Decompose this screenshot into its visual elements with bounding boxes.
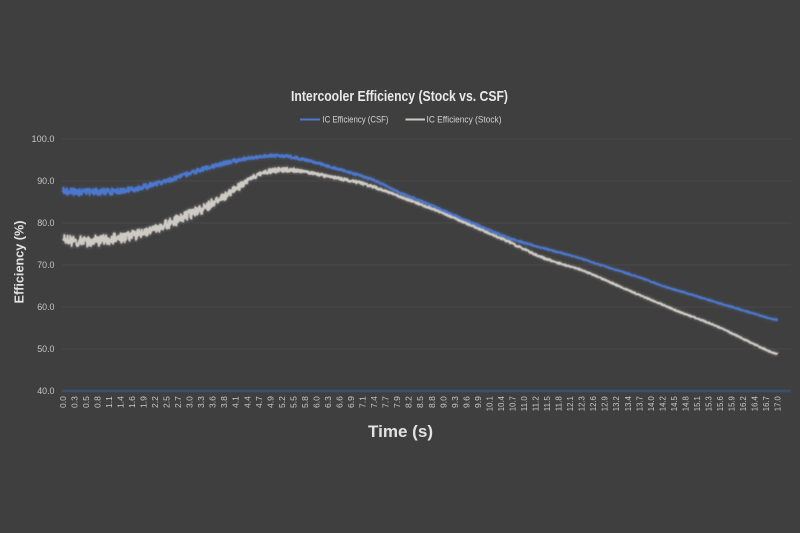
svg-text:90.0: 90.0 bbox=[37, 176, 54, 187]
svg-text:80.0: 80.0 bbox=[37, 218, 54, 229]
svg-text:0.5: 0.5 bbox=[82, 396, 91, 408]
svg-text:13.4: 13.4 bbox=[624, 396, 633, 411]
svg-text:70.0: 70.0 bbox=[37, 260, 54, 271]
svg-text:0.0: 0.0 bbox=[59, 396, 68, 408]
svg-text:IC Efficiency (CSF): IC Efficiency (CSF) bbox=[323, 115, 389, 125]
svg-text:4.1: 4.1 bbox=[232, 396, 241, 408]
svg-text:6.3: 6.3 bbox=[324, 396, 333, 408]
svg-text:15.3: 15.3 bbox=[705, 396, 714, 411]
svg-text:100.0: 100.0 bbox=[32, 134, 55, 145]
svg-text:60.0: 60.0 bbox=[37, 302, 54, 313]
svg-text:14.2: 14.2 bbox=[658, 396, 667, 411]
svg-text:1.6: 1.6 bbox=[128, 396, 137, 408]
svg-text:16.2: 16.2 bbox=[739, 396, 748, 411]
svg-text:13.7: 13.7 bbox=[635, 396, 644, 411]
svg-text:2.7: 2.7 bbox=[174, 396, 183, 408]
svg-text:4.4: 4.4 bbox=[243, 396, 252, 408]
svg-text:Efficiency (%): Efficiency (%) bbox=[12, 221, 27, 304]
svg-text:6.6: 6.6 bbox=[336, 396, 345, 408]
svg-text:40.0: 40.0 bbox=[37, 386, 54, 397]
svg-text:14.5: 14.5 bbox=[670, 396, 679, 411]
svg-text:16.7: 16.7 bbox=[762, 396, 771, 411]
svg-text:15.6: 15.6 bbox=[716, 396, 725, 411]
svg-text:8.5: 8.5 bbox=[416, 396, 425, 408]
svg-text:5.2: 5.2 bbox=[278, 396, 287, 408]
svg-text:12.6: 12.6 bbox=[589, 396, 598, 411]
svg-text:15.9: 15.9 bbox=[728, 396, 737, 411]
svg-text:17.0: 17.0 bbox=[774, 396, 783, 411]
svg-text:10.1: 10.1 bbox=[485, 396, 494, 411]
svg-text:9.6: 9.6 bbox=[462, 396, 471, 408]
svg-text:7.4: 7.4 bbox=[370, 396, 379, 408]
svg-text:11.8: 11.8 bbox=[555, 396, 564, 411]
svg-text:8.8: 8.8 bbox=[428, 396, 437, 408]
svg-text:5.8: 5.8 bbox=[301, 396, 310, 408]
svg-text:10.7: 10.7 bbox=[509, 396, 518, 411]
svg-text:12.3: 12.3 bbox=[578, 396, 587, 411]
svg-text:2.2: 2.2 bbox=[151, 396, 160, 408]
svg-text:6.9: 6.9 bbox=[347, 396, 356, 408]
svg-text:4.7: 4.7 bbox=[255, 396, 264, 408]
svg-text:4.9: 4.9 bbox=[266, 396, 275, 408]
svg-text:0.8: 0.8 bbox=[93, 396, 102, 408]
svg-text:7.1: 7.1 bbox=[359, 396, 368, 408]
svg-text:9.9: 9.9 bbox=[474, 396, 483, 408]
svg-text:1.9: 1.9 bbox=[140, 396, 149, 408]
svg-text:10.4: 10.4 bbox=[497, 396, 506, 411]
svg-text:8.2: 8.2 bbox=[405, 396, 414, 408]
svg-text:Time (s): Time (s) bbox=[368, 422, 433, 441]
svg-text:1.1: 1.1 bbox=[105, 396, 114, 408]
svg-text:Intercooler Efficiency (Stock: Intercooler Efficiency (Stock vs. CSF) bbox=[291, 88, 508, 105]
svg-text:0.3: 0.3 bbox=[70, 396, 79, 408]
svg-text:3.6: 3.6 bbox=[209, 396, 218, 408]
svg-text:11.2: 11.2 bbox=[532, 396, 541, 411]
svg-text:11.5: 11.5 bbox=[543, 396, 552, 411]
svg-text:13.2: 13.2 bbox=[612, 396, 621, 411]
svg-text:2.5: 2.5 bbox=[163, 396, 172, 408]
svg-text:12.1: 12.1 bbox=[566, 396, 575, 411]
svg-text:14.8: 14.8 bbox=[681, 396, 690, 411]
svg-text:12.9: 12.9 bbox=[601, 396, 610, 411]
svg-text:7.9: 7.9 bbox=[393, 396, 402, 408]
svg-text:6.0: 6.0 bbox=[313, 396, 322, 408]
svg-text:5.5: 5.5 bbox=[289, 396, 298, 408]
svg-text:16.4: 16.4 bbox=[751, 396, 760, 411]
svg-text:50.0: 50.0 bbox=[37, 344, 54, 355]
svg-text:14.0: 14.0 bbox=[647, 396, 656, 411]
svg-text:3.3: 3.3 bbox=[197, 396, 206, 408]
svg-text:9.0: 9.0 bbox=[439, 396, 448, 408]
svg-text:7.7: 7.7 bbox=[382, 396, 391, 408]
svg-text:1.4: 1.4 bbox=[117, 396, 126, 408]
svg-text:3.8: 3.8 bbox=[220, 396, 229, 408]
svg-text:9.3: 9.3 bbox=[451, 396, 460, 408]
svg-text:15.1: 15.1 bbox=[693, 396, 702, 411]
svg-text:11.0: 11.0 bbox=[520, 396, 529, 411]
svg-text:3.0: 3.0 bbox=[186, 396, 195, 408]
svg-text:IC Efficiency (Stock): IC Efficiency (Stock) bbox=[427, 115, 502, 125]
